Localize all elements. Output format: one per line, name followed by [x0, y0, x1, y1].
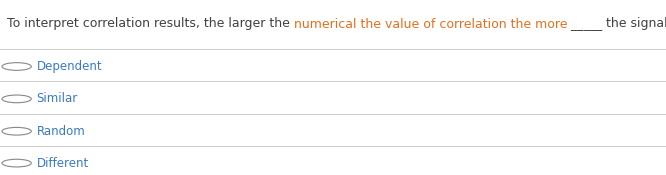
Text: numerical the value of correlation the more: numerical the value of correlation the m…	[294, 18, 567, 30]
Text: Dependent: Dependent	[37, 60, 103, 73]
Text: _____: _____	[567, 18, 606, 30]
Text: Similar: Similar	[37, 92, 78, 105]
Text: the signals are: the signals are	[606, 18, 666, 30]
Text: To interpret correlation results, the larger the: To interpret correlation results, the la…	[7, 18, 294, 30]
Text: Different: Different	[37, 157, 89, 170]
Text: Random: Random	[37, 125, 85, 138]
